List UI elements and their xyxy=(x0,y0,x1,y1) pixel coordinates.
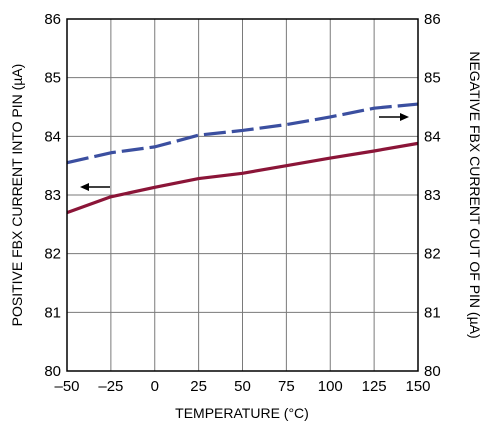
x-tick-label: –25 xyxy=(98,378,123,395)
axis-indicator-arrows xyxy=(80,113,409,191)
y-tick-label-right: 80 xyxy=(424,363,441,380)
y-axis-title-right: NEGATIVE FBX CURRENT OUT OF PIN (µA) xyxy=(467,51,483,338)
y-tick-label-left: 81 xyxy=(44,304,61,321)
y-tick-label-right: 81 xyxy=(424,304,441,321)
x-tick-label: 0 xyxy=(151,378,159,395)
y-tick-label-left: 85 xyxy=(44,70,61,87)
y-tick-label-left: 83 xyxy=(44,187,61,204)
y-tick-label-left: 82 xyxy=(44,246,61,263)
y-tick-labels-right: 80 81 82 83 84 85 86 xyxy=(424,11,441,380)
x-axis-title: TEMPERATURE (°C) xyxy=(175,405,309,421)
grid xyxy=(67,19,418,371)
y-tick-label-left: 86 xyxy=(44,11,61,28)
left-axis-arrow-head xyxy=(80,183,89,191)
x-tick-label: 75 xyxy=(278,378,295,395)
plot-frame xyxy=(66,18,419,372)
series-line-solid xyxy=(66,141,419,215)
y-tick-label-right: 84 xyxy=(424,128,441,145)
x-tick-labels: –50 –25 0 25 50 75 100 125 150 xyxy=(54,378,430,395)
right-axis-arrow-head xyxy=(400,113,409,121)
x-tick-label: 100 xyxy=(318,378,343,395)
y-tick-labels-left: 80 81 82 83 84 85 86 xyxy=(44,11,61,380)
series-group xyxy=(66,102,419,215)
y-tick-label-left: 84 xyxy=(44,128,61,145)
x-tick-label: –50 xyxy=(54,378,79,395)
y-tick-label-right: 85 xyxy=(424,70,441,87)
x-tick-label: 25 xyxy=(190,378,207,395)
x-tick-label: 150 xyxy=(405,378,430,395)
y-axis-title-left: POSITIVE FBX CURRENT INTO PIN (µA) xyxy=(9,64,25,327)
x-tick-label: 125 xyxy=(362,378,387,395)
x-tick-label: 50 xyxy=(234,378,251,395)
y-tick-label-right: 86 xyxy=(424,11,441,28)
y-tick-label-right: 83 xyxy=(424,187,441,204)
series-line-dashed xyxy=(66,102,419,165)
y-tick-label-left: 80 xyxy=(44,363,61,380)
y-tick-label-right: 82 xyxy=(424,246,441,263)
